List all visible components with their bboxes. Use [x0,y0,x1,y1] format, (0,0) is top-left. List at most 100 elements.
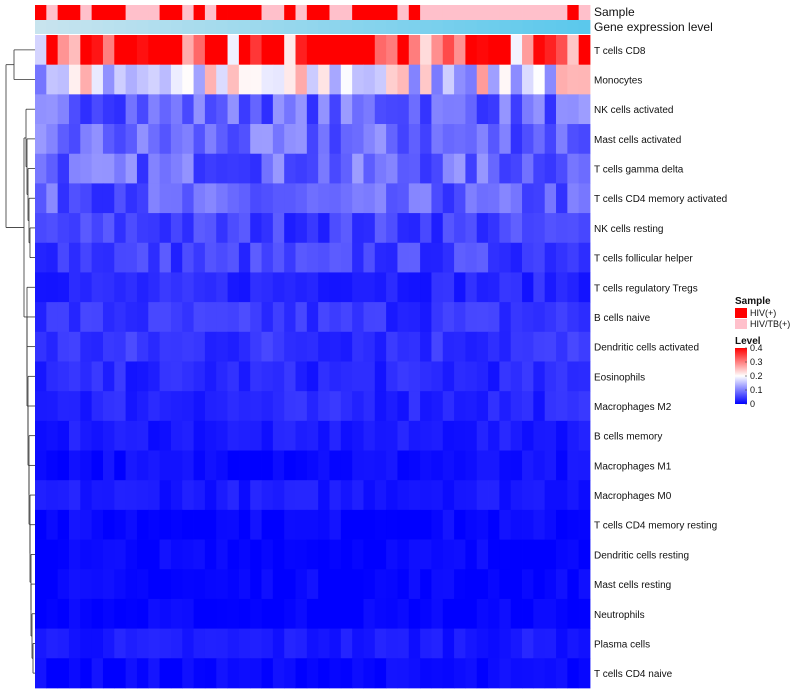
level-tick-label: 0.3 [750,357,763,367]
heatmap-cell [159,153,172,184]
heatmap-cell [397,420,410,451]
expression-track-label: Gene expression level [594,20,713,34]
heatmap-cell [35,242,47,273]
heatmap-cell [374,480,387,511]
heatmap-cell [488,450,500,481]
heatmap-cell [91,569,104,600]
heatmap-cell [510,242,523,273]
heatmap-cell [35,183,47,214]
expression-cell [386,20,398,34]
expression-cell [46,20,59,34]
heatmap-cell [204,213,217,244]
heatmap-cell [182,124,194,155]
heatmap-cell [533,598,546,629]
heatmap-cell [352,213,364,244]
heatmap-cell [499,272,512,303]
heatmap-cell [499,480,512,511]
heatmap-cell [522,331,534,362]
sample-cell [35,5,47,20]
heatmap-cell [408,480,421,511]
heatmap-cell [272,658,285,689]
heatmap-cell [68,598,81,629]
sample-cell [193,5,206,20]
heatmap-cell [148,153,160,184]
expression-cell [567,20,580,34]
heatmap-cell [261,450,274,481]
heatmap-cell [420,509,432,540]
heatmap-cell [329,391,342,422]
heatmap-cell [216,272,228,303]
heatmap-cell [102,272,115,303]
heatmap-cell [57,391,70,422]
heatmap-cell [318,213,330,244]
heatmap-cell [318,569,330,600]
heatmap-cell [272,64,285,95]
heatmap-cell [454,213,466,244]
heatmap-cell [442,598,455,629]
heatmap-cell [284,598,296,629]
heatmap-cell [284,272,296,303]
heatmap-cell [136,658,149,689]
heatmap-cell [329,272,342,303]
heatmap-cell [57,658,70,689]
heatmap-cell [80,213,93,244]
heatmap-cell [159,361,172,392]
heatmap-cell [182,94,194,125]
heatmap-cell [80,242,93,273]
heatmap-cell [578,361,591,392]
heatmap-cell [216,213,228,244]
heatmap-cell [442,153,455,184]
row-label: Macrophages M0 [594,491,672,502]
heatmap-cell [408,35,421,66]
heatmap-cell [454,628,466,659]
heatmap-cell [216,658,228,689]
sample-cell [318,5,330,20]
heatmap-cell [261,569,274,600]
heatmap-cell [238,569,251,600]
heatmap-cell [465,658,478,689]
heatmap-cell [238,539,251,570]
heatmap-cell [182,569,194,600]
heatmap-cell [46,64,59,95]
heatmap-cell [522,598,534,629]
sample-cell [465,5,478,20]
heatmap-cell [261,361,274,392]
heatmap-cell [567,420,580,451]
heatmap-cell [556,213,568,244]
heatmap-cell [261,94,274,125]
heatmap-cell [125,35,138,66]
heatmap-cell [533,242,546,273]
heatmap-cell [488,331,500,362]
heatmap-cell [250,539,262,570]
heatmap-cell [442,658,455,689]
heatmap-cell [284,509,296,540]
heatmap-cell [522,183,534,214]
sample-cell [216,5,228,20]
heatmap-cell [57,35,70,66]
heatmap-cell [397,480,410,511]
heatmap-cell [102,94,115,125]
heatmap-cell [522,420,534,451]
heatmap-cell [363,302,376,333]
heatmap-cell [363,242,376,273]
heatmap-cell [386,272,398,303]
heatmap-cell [386,391,398,422]
heatmap-cell [386,94,398,125]
heatmap-cell [544,598,557,629]
heatmap-cell [397,272,410,303]
sample-annotation-track [35,5,591,20]
heatmap-cell [465,628,478,659]
heatmap-cell [216,420,228,451]
heatmap-cell [340,94,353,125]
heatmap-cell [238,183,251,214]
heatmap-cell [250,94,262,125]
heatmap-cell [340,420,353,451]
expression-cell [238,20,251,34]
heatmap-cell [340,124,353,155]
row-label: Macrophages M1 [594,461,672,472]
heatmap-cell [80,64,93,95]
heatmap-cell [238,35,251,66]
heatmap-cell [397,94,410,125]
heatmap-cell [306,302,319,333]
heatmap-cell [374,183,387,214]
